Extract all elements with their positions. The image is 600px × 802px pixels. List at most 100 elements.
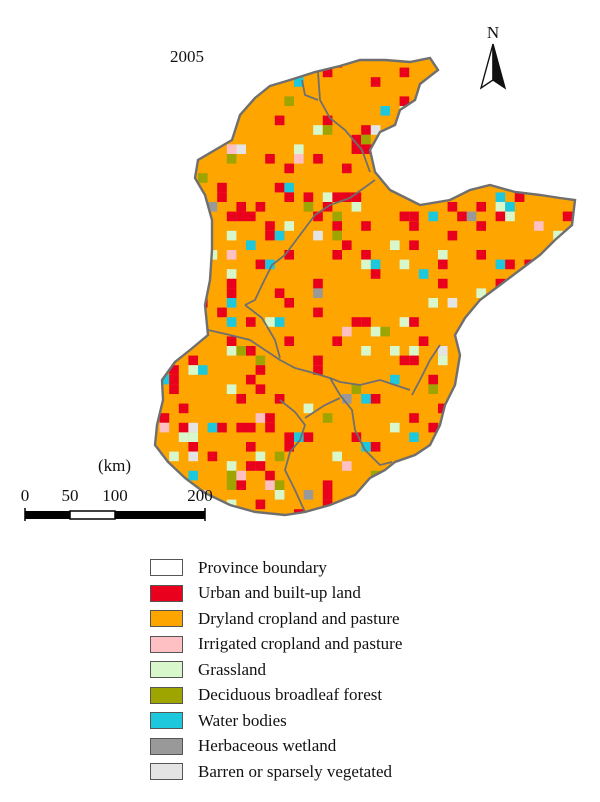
land-cover-cell <box>361 125 371 135</box>
land-cover-cell <box>255 451 266 462</box>
land-cover-cell <box>236 211 246 222</box>
land-cover-cell <box>313 355 323 366</box>
province-boundary-line <box>301 79 319 101</box>
land-cover-cell <box>198 365 208 375</box>
land-cover-cell <box>370 77 381 87</box>
land-cover-cell <box>265 230 275 241</box>
land-cover-cell <box>466 509 477 515</box>
land-cover-cell <box>188 442 198 452</box>
land-cover-cell <box>226 461 237 471</box>
land-cover-cell <box>351 144 362 154</box>
land-cover-cell <box>188 422 198 433</box>
land-cover-cell <box>524 144 534 154</box>
land-cover-cell <box>265 317 275 327</box>
land-cover-cell <box>322 67 333 78</box>
legend-label: Barren or sparsely vegetated <box>198 761 392 781</box>
land-cover-cell <box>322 490 333 500</box>
land-cover-cell <box>524 182 534 193</box>
land-cover-cell <box>322 125 333 135</box>
land-cover-cell <box>342 240 352 250</box>
land-cover-cell <box>466 336 477 346</box>
land-cover-cell <box>495 374 506 385</box>
legend-item: Deciduous broadleaf forest <box>150 683 402 709</box>
land-cover-cell <box>562 336 573 346</box>
land-cover-cell <box>476 221 486 231</box>
land-cover-cell <box>284 250 294 260</box>
land-cover-cell <box>370 269 381 279</box>
land-cover-cell <box>361 346 371 356</box>
land-cover-cell <box>188 365 198 375</box>
land-cover-cell <box>159 413 170 423</box>
land-cover-cell <box>255 202 266 212</box>
land-cover-cell <box>409 221 419 231</box>
land-cover-cell <box>246 442 256 452</box>
land-cover-cell <box>495 461 506 471</box>
scale-tick-100: 100 <box>102 486 128 505</box>
land-cover-cell <box>255 499 266 510</box>
land-cover-cell <box>428 96 438 106</box>
land-cover-cell <box>313 307 323 318</box>
land-cover-cell <box>255 461 266 471</box>
land-cover-cell <box>169 163 179 174</box>
land-cover-cell <box>418 182 429 193</box>
land-cover-cell <box>332 509 342 515</box>
land-cover-cell <box>226 336 237 346</box>
land-cover-cell <box>418 192 429 202</box>
land-cover-cell <box>169 182 179 193</box>
land-cover-cell <box>265 413 275 423</box>
land-cover-cell <box>562 403 573 414</box>
land-cover-cell <box>514 394 525 404</box>
land-cover-cell <box>505 202 515 212</box>
land-cover-cell <box>524 173 534 183</box>
land-cover-cell <box>409 355 419 366</box>
land-cover-cell <box>236 470 246 481</box>
land-cover-cell <box>207 202 218 212</box>
land-cover-cell <box>342 461 352 471</box>
land-cover-cell <box>284 182 294 193</box>
land-cover-cell <box>418 269 429 279</box>
land-cover-cell <box>457 422 467 433</box>
land-cover-cell <box>361 259 371 270</box>
land-cover-cell <box>495 154 506 164</box>
land-cover-cell <box>476 346 486 356</box>
land-cover-cell <box>169 374 179 385</box>
land-cover-cell <box>274 451 285 462</box>
land-cover-cell <box>428 374 438 385</box>
land-cover-cell <box>409 317 419 327</box>
land-cover-cell <box>409 480 419 490</box>
land-cover-cell <box>188 355 198 366</box>
legend-label: Deciduous broadleaf forest <box>198 685 383 705</box>
land-cover-cell <box>390 374 400 385</box>
land-cover-cell <box>428 298 438 308</box>
land-cover-cell <box>303 202 314 212</box>
land-cover-cell <box>572 355 575 366</box>
land-cover-cell <box>514 278 525 289</box>
land-cover-cell <box>562 134 573 145</box>
land-cover-cell <box>553 490 563 500</box>
land-cover-cell <box>351 317 362 327</box>
land-cover-cell <box>155 67 160 78</box>
scale-bar-segment <box>25 511 70 519</box>
land-cover-cell <box>562 307 573 318</box>
land-cover-cell <box>524 163 534 174</box>
land-cover-cell <box>246 422 256 433</box>
land-cover-cell <box>428 154 438 164</box>
land-cover-cell <box>418 86 429 97</box>
land-cover-cell <box>380 326 390 337</box>
land-cover-cell <box>188 432 198 442</box>
land-cover-cell <box>217 182 227 193</box>
land-cover-cell <box>303 432 314 442</box>
land-cover-cell <box>236 519 246 529</box>
province-boundary-line <box>304 397 341 419</box>
province-boundary-line <box>207 329 411 391</box>
land-cover-cell <box>447 470 458 481</box>
land-cover-cell <box>246 374 256 385</box>
land-cover-cell <box>217 125 227 135</box>
land-cover-cell <box>313 230 323 241</box>
land-cover-cell <box>390 346 400 356</box>
land-cover-cell <box>323 519 333 529</box>
land-cover-cell <box>294 154 304 164</box>
land-cover-cell <box>361 317 371 327</box>
land-cover-cell <box>534 221 544 231</box>
